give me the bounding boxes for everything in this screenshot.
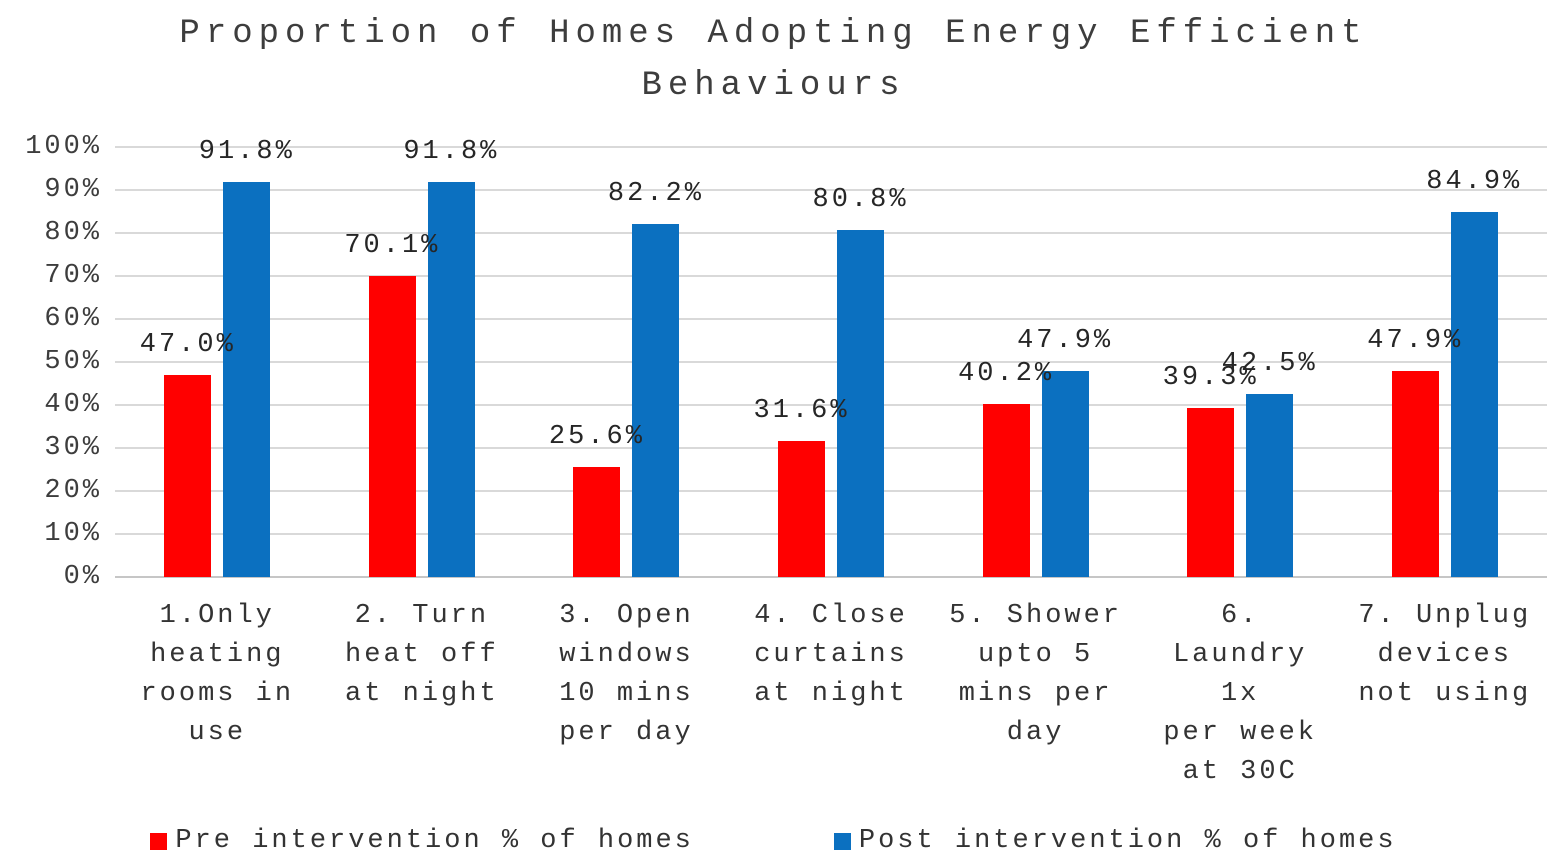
value-label-pre: 47.0% xyxy=(139,329,236,360)
y-axis-tick-label: 90% xyxy=(44,175,102,205)
y-axis-tick-label: 0% xyxy=(63,562,102,592)
y-axis-tick-label: 70% xyxy=(44,261,102,291)
y-axis-tick-label: 60% xyxy=(44,304,102,334)
gridline xyxy=(115,232,1547,234)
x-axis-category-label: 4. Close curtains at night xyxy=(754,601,908,709)
y-axis-tick-label: 20% xyxy=(44,476,102,506)
bar-pre-intervention xyxy=(368,275,416,577)
value-label-pre: 40.2% xyxy=(958,359,1055,390)
bar-slot-post: 84.9% xyxy=(1426,147,1519,577)
bar-slot-pre: 40.2% xyxy=(958,147,1051,577)
bar-pre-intervention xyxy=(778,441,826,577)
bar-slot-pre: 70.1% xyxy=(344,147,437,577)
legend-item-pre: Pre intervention % of homes xyxy=(150,826,693,856)
legend-label-pre: Pre intervention % of homes xyxy=(175,826,694,856)
bar-slot-post: 42.5% xyxy=(1222,147,1315,577)
bar-slot-post: 91.8% xyxy=(403,137,496,577)
y-axis: 0% 10% 20% 30% 40% 50% 60% 70% 80% 90% 100% xyxy=(0,132,102,592)
bar-slot-post: 91.8% xyxy=(199,137,292,577)
gridline xyxy=(115,275,1547,277)
y-axis-tick-label: 40% xyxy=(44,390,102,420)
gridline xyxy=(115,404,1547,406)
y-axis-tick-label: 100% xyxy=(25,132,102,162)
value-label-post: 47.9% xyxy=(1017,326,1114,357)
bar-slot-post: 82.2% xyxy=(608,147,701,577)
plot-area: 47.0% 91.8% 70.1% 91.8% 25.6% 82.2% 31.6% 80.8%… xyxy=(115,137,1547,578)
value-label-pre: 70.1% xyxy=(344,230,441,261)
value-label-post: 42.5% xyxy=(1221,349,1318,380)
bar-group: 40.2% 47.9% xyxy=(933,147,1138,577)
bar-group: 47.0% 91.8% xyxy=(115,137,320,577)
bar-slot-post: 80.8% xyxy=(813,147,906,577)
y-axis-tick-label: 10% xyxy=(44,519,102,549)
gridline xyxy=(115,318,1547,320)
legend-label-post: Post intervention % of homes xyxy=(858,826,1397,856)
y-axis-tick-label: 50% xyxy=(44,347,102,377)
bar-post-intervention xyxy=(632,223,680,577)
x-axis-category-label: 6. Laundry 1x per week at 30C xyxy=(1163,601,1317,787)
bar-group: 25.6% 82.2% xyxy=(524,147,729,577)
legend: Pre intervention % of homes Post interven… xyxy=(0,826,1547,856)
bar-slot-pre: 39.3% xyxy=(1163,147,1256,577)
bar-group: 47.9% 84.9% xyxy=(1342,147,1547,577)
bar-pre-intervention xyxy=(573,466,621,577)
bar-group: 31.6% 80.8% xyxy=(729,147,934,577)
bar-post-intervention xyxy=(223,182,271,577)
bar-post-intervention xyxy=(1246,394,1294,577)
value-label-post: 91.8% xyxy=(198,137,295,168)
x-axis-category-label: 5. Shower upto 5 mins per day xyxy=(949,601,1123,748)
bar-post-intervention xyxy=(1450,211,1498,577)
bar-slot-pre: 47.0% xyxy=(140,147,233,577)
legend-swatch-post xyxy=(833,832,851,850)
bar-post-intervention xyxy=(427,182,475,577)
x-axis: 1.Only heating rooms in use 2. Turn heat … xyxy=(115,597,1547,792)
bar-group: 70.1% 91.8% xyxy=(320,137,525,577)
bar-pre-intervention xyxy=(1391,371,1439,577)
bar-slot-pre: 47.9% xyxy=(1367,147,1460,577)
chart-title: Proportion of Homes Adopting Energy Effi… xyxy=(179,15,1368,105)
gridline xyxy=(115,361,1547,363)
bar-groups: 47.0% 91.8% 70.1% 91.8% 25.6% 82.2% 31.6% 80.8%… xyxy=(115,137,1547,577)
value-label-post: 82.2% xyxy=(607,178,704,209)
x-axis-category-label: 1.Only heating rooms in use xyxy=(140,601,295,748)
bar-slot-post: 47.9% xyxy=(1017,147,1110,577)
bar-pre-intervention xyxy=(1187,408,1235,577)
gridline xyxy=(115,146,1547,148)
x-axis-line xyxy=(115,576,1547,578)
value-label-pre: 47.9% xyxy=(1367,326,1464,357)
legend-swatch-pre xyxy=(150,832,168,850)
gridline xyxy=(115,447,1547,449)
value-label-pre: 25.6% xyxy=(548,421,645,452)
bar-pre-intervention xyxy=(164,374,212,577)
x-axis-category-label: 7. Unplug devices not using xyxy=(1358,601,1532,709)
y-axis-tick-label: 30% xyxy=(44,433,102,463)
bar-post-intervention xyxy=(1041,371,1089,577)
x-axis-category-label: 3. Open windows 10 mins per day xyxy=(559,601,694,748)
y-axis-tick-label: 80% xyxy=(44,218,102,248)
value-label-post: 91.8% xyxy=(403,137,500,168)
gridline xyxy=(115,533,1547,535)
value-label-post: 84.9% xyxy=(1426,166,1523,197)
value-label-pre: 39.3% xyxy=(1162,363,1259,394)
gridline xyxy=(115,189,1547,191)
bar-slot-pre: 31.6% xyxy=(754,147,847,577)
bar-post-intervention xyxy=(837,229,885,577)
value-label-post: 80.8% xyxy=(812,184,909,215)
bar-pre-intervention xyxy=(982,404,1030,577)
bar-group: 39.3% 42.5% xyxy=(1138,147,1343,577)
legend-item-post: Post intervention % of homes xyxy=(833,826,1397,856)
gridline xyxy=(115,490,1547,492)
bar-slot-pre: 25.6% xyxy=(549,147,642,577)
value-label-pre: 31.6% xyxy=(753,396,850,427)
x-axis-category-label: 2. Turn heat off at night xyxy=(345,601,499,709)
